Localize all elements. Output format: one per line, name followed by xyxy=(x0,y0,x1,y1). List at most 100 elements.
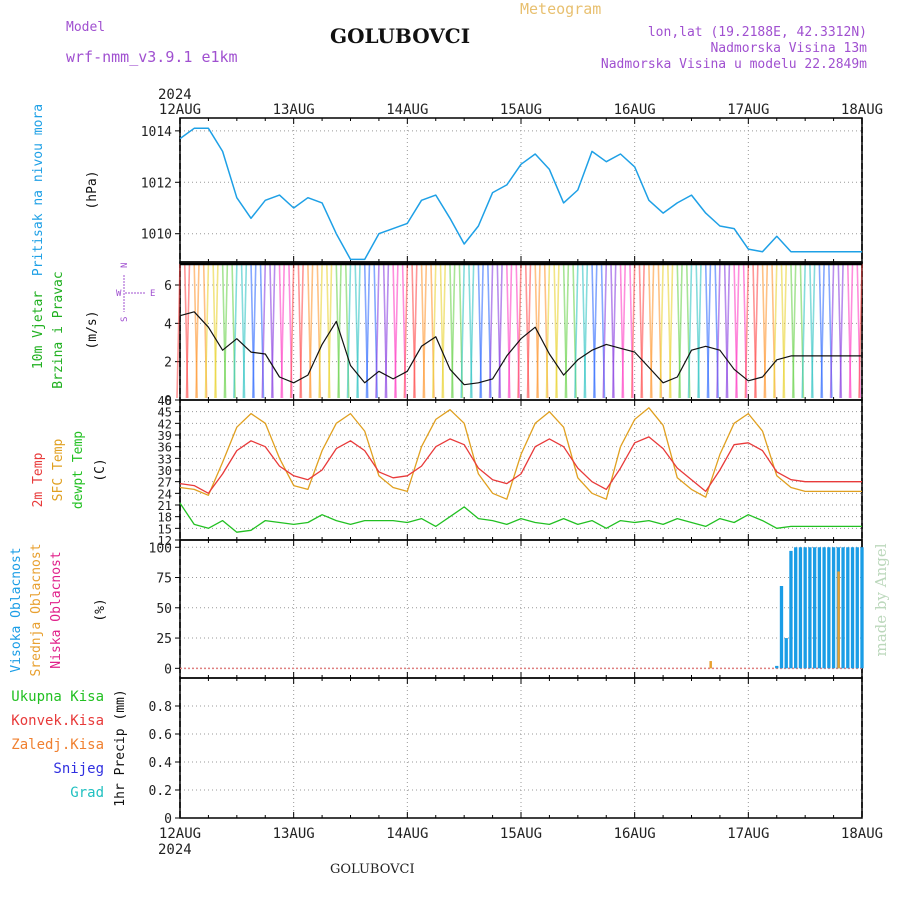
x-tick-label-bottom: 14AUG xyxy=(386,826,428,842)
wind-barb xyxy=(574,263,579,399)
high-cloud-bar xyxy=(822,547,826,669)
x-tick-label-bottom: 16AUG xyxy=(614,826,656,842)
dewpt-line xyxy=(179,502,862,533)
station-title: GOLUBOVCI xyxy=(330,24,471,48)
wind-barb xyxy=(526,263,532,399)
temperature-tick-label: 12 xyxy=(158,534,172,548)
footer-station: GOLUBOVCI xyxy=(330,862,415,877)
compass-west: W xyxy=(116,289,122,299)
lonlat-label: lon,lat (19.2188E, 42.3312N) xyxy=(647,25,867,40)
wind-barb xyxy=(422,263,428,399)
precip-legend-item: Grad xyxy=(70,785,104,801)
wind-barb xyxy=(772,263,778,399)
high-cloud-bar xyxy=(817,547,822,669)
wind-barb xyxy=(555,263,560,399)
precip-legend-item: Snijeg xyxy=(53,761,104,777)
wind-barb xyxy=(754,263,759,399)
wind-barb xyxy=(659,263,664,399)
wind-barb xyxy=(460,263,465,399)
temp-2m-line xyxy=(179,436,862,494)
sfc-ylabel: SFC Temp xyxy=(51,439,66,502)
wind-barb xyxy=(289,263,295,399)
wind-barb xyxy=(839,263,844,399)
wind-barb xyxy=(611,263,617,399)
precip-tick-label: 0.4 xyxy=(149,756,173,771)
high-cloud-bar xyxy=(860,547,864,669)
cloud-grid: 0 25 50 75 100 xyxy=(149,540,863,678)
wind-barb xyxy=(413,263,418,399)
precip-tick-label: 0.8 xyxy=(149,700,172,715)
wind-barb xyxy=(649,263,655,399)
wind-barb xyxy=(365,263,371,399)
compass-east: E xyxy=(150,289,155,299)
wind-barb xyxy=(195,263,200,399)
high-cloud-bar xyxy=(846,547,850,669)
wind-barb xyxy=(214,263,219,399)
year-label-bottom: 2024 xyxy=(158,842,192,858)
pressure-ylabel: Pritisak na nivou mora xyxy=(31,104,46,276)
wind-barb xyxy=(583,263,589,399)
high-cloud-bar xyxy=(798,547,803,669)
wind-barb xyxy=(394,263,399,399)
x-tick-label-top: 13AUG xyxy=(273,102,315,118)
high-cloud-bar xyxy=(841,547,845,669)
low-cloud-ylabel: Niska Oblacnost xyxy=(49,551,64,668)
temperature-tick-label: 42 xyxy=(158,417,172,431)
mid-cloud-bar xyxy=(837,571,840,669)
wind-barb xyxy=(706,263,712,399)
high-cloud-bar xyxy=(784,638,788,669)
compass-south: S xyxy=(120,317,130,322)
x-tick-label-bottom: 15AUG xyxy=(500,826,542,842)
wind-barb xyxy=(602,263,608,399)
pressure-tick-label: 1010 xyxy=(141,228,172,243)
wind-barb xyxy=(592,263,598,399)
high-cloud-bar xyxy=(775,665,779,669)
wind-barb xyxy=(233,263,238,399)
wind-barb xyxy=(621,263,626,399)
wind-barb xyxy=(375,263,380,399)
cloud-tick-label: 75 xyxy=(156,572,172,587)
high-cloud-bar xyxy=(827,547,831,669)
temperature-tick-label: 24 xyxy=(158,487,172,501)
wind-barb xyxy=(251,263,257,399)
x-tick-label-top: 16AUG xyxy=(614,102,656,118)
wind-barb xyxy=(498,263,503,399)
wind-barb xyxy=(261,263,267,399)
wind-barb xyxy=(687,263,693,399)
t2m-ylabel: 2m Temp xyxy=(31,452,46,507)
wind-barb xyxy=(242,263,248,399)
high-cloud-bar xyxy=(850,547,855,669)
wind-barb xyxy=(697,263,702,399)
wind-tick-label: 6 xyxy=(164,279,172,294)
wind-barb xyxy=(280,263,285,399)
wind-barb xyxy=(735,263,740,399)
wind-barb xyxy=(488,263,494,399)
model-label: Model xyxy=(66,20,106,35)
wind-barb xyxy=(185,263,191,399)
wind-barb xyxy=(308,263,314,399)
temp-unit: (C) xyxy=(93,458,108,481)
wind-barb xyxy=(630,263,636,399)
precip-tick-label: 0 xyxy=(164,812,172,827)
model-name: wrf-nmm_v3.9.1 e1km xyxy=(66,48,238,66)
pressure-tick-label: 1014 xyxy=(141,125,172,140)
wind-barb xyxy=(450,263,456,399)
wind-barb xyxy=(517,263,522,399)
precip-legend-item: Konvek.Kisa xyxy=(11,713,104,729)
wind-barb xyxy=(545,263,551,399)
watermark: made by Angel xyxy=(872,543,890,656)
wind-barb xyxy=(441,263,447,399)
wind-barb xyxy=(507,263,513,399)
high-cloud-bar xyxy=(831,547,836,669)
wind-barb xyxy=(678,263,683,399)
altitude-label: Nadmorska Visina 13m xyxy=(710,41,867,56)
pressure-tick-label: 1012 xyxy=(141,176,172,191)
wind-barb xyxy=(176,263,181,399)
high-cloud-bar xyxy=(794,547,798,669)
precip-tick-label: 0.2 xyxy=(149,784,172,799)
wind-barb xyxy=(318,263,323,399)
x-tick-label-top: 18AUG xyxy=(841,102,883,118)
wind-barb xyxy=(820,263,825,399)
mid-cloud-ylabel: Srednja Oblacnost xyxy=(29,543,44,676)
